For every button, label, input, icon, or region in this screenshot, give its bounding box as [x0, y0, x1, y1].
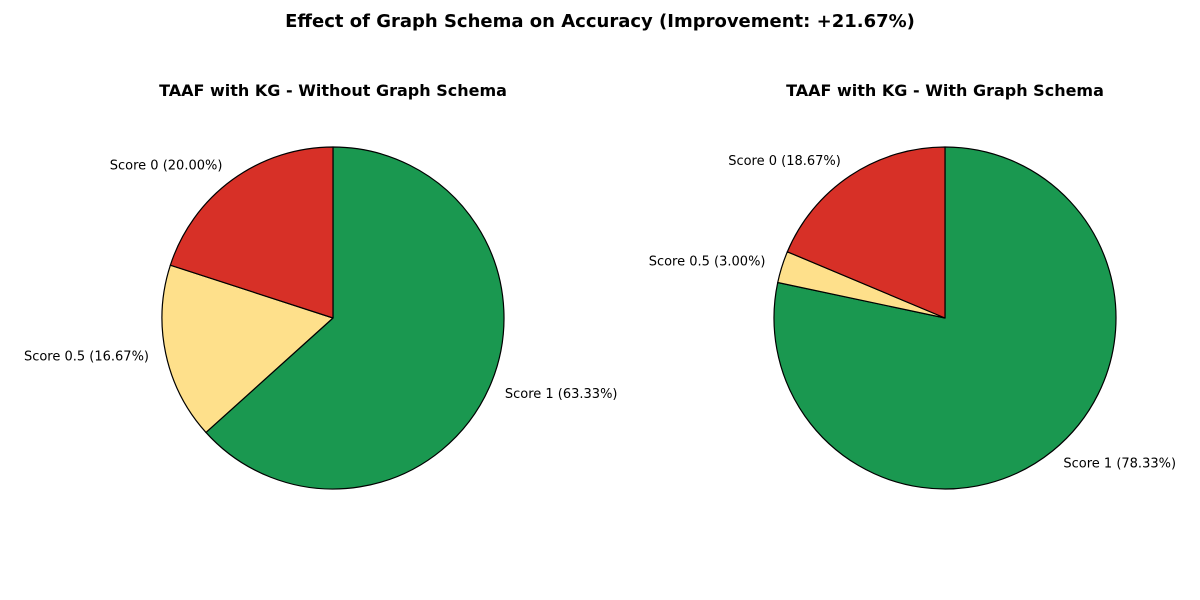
pie-slice-score-0-without-schema: [169, 146, 334, 319]
pie-label-score-1-without-schema: Score 1 (63.33%): [505, 387, 618, 402]
pie-label-score-0-without-schema: Score 0 (20.00%): [110, 158, 223, 173]
pie-chart-without-schema: TAAF with KG - Without Graph Schema Scor…: [24, 81, 618, 490]
figure-title: Effect of Graph Schema on Accuracy (Impr…: [285, 11, 915, 32]
pie-label-score-0-with-schema: Score 0 (18.67%): [728, 154, 841, 169]
pie-title-with-schema: TAAF with KG - With Graph Schema: [786, 81, 1104, 100]
pie-labels-without-schema: Score 1 (63.33%) Score 0.5 (16.67%) Score …: [24, 158, 618, 402]
pie-labels-with-schema: Score 1 (78.33%) Score 0.5 (3.00%) Score 0…: [649, 154, 1176, 472]
pie-slice-score-1-without-schema: [205, 146, 505, 490]
pie-slice-score-0-with-schema: [786, 146, 946, 319]
pie-slices-with-schema: [773, 146, 1117, 490]
pie-label-score-0-5-without-schema: Score 0.5 (16.67%): [24, 350, 149, 365]
pie-label-score-1-with-schema: Score 1 (78.33%): [1063, 457, 1176, 472]
pie-chart-with-schema: TAAF with KG - With Graph Schema Score 1…: [649, 81, 1176, 490]
pie-label-score-0-5-with-schema: Score 0.5 (3.00%): [649, 254, 766, 269]
pie-slice-score-0-5-without-schema: [161, 264, 334, 434]
pie-slices-without-schema: [161, 146, 505, 490]
pie-title-without-schema: TAAF with KG - Without Graph Schema: [159, 81, 507, 100]
